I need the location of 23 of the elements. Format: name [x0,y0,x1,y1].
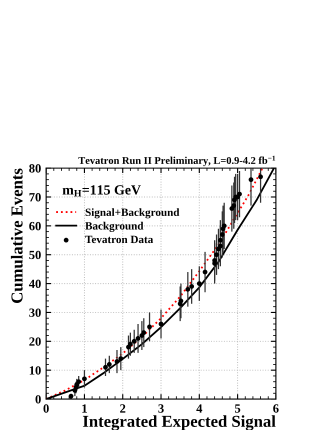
annotation: m$_{H}$=115 GeV [62,185,141,196]
x-tick-label: 2 [120,404,126,413]
x-tick-label: 1 [82,404,87,413]
y-axis-title: Cumulative Events [10,168,23,303]
x-tick-label: 5 [234,404,240,413]
y-tick-label: 0 [36,395,41,404]
legend-label: Tevatron Data [85,236,154,244]
y-tick-label: 10 [30,366,41,375]
legend-label: Signal+Background [86,208,180,218]
legend-label: Background [85,222,144,232]
x-tick-label: 4 [196,404,202,413]
x-tick-label: 3 [158,404,164,413]
x-tick-label: 0 [44,404,49,413]
x-axis-title: Integrated Expected Signal [82,415,276,430]
y-tick-label: 50 [29,250,41,260]
x-tick-label: 6 [273,404,279,413]
chart-title: Tevatron Run II Preliminary, L=0.9-4.2 fb$^{−1}$ [78,156,276,166]
y-tick-label: 70 [30,193,41,202]
y-tick-label: 60 [29,222,41,230]
y-tick-label: 30 [29,308,41,317]
y-tick-label: 20 [29,337,41,346]
y-tick-label: 80 [29,164,41,173]
y-tick-label: 40 [28,280,41,288]
